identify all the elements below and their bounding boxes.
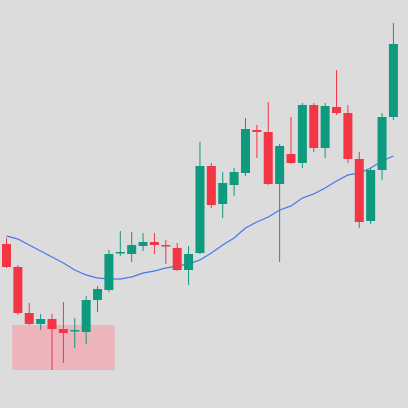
candle: [115, 231, 125, 256]
candle-body-up: [320, 106, 330, 148]
candle: [58, 302, 68, 363]
candle-body-up: [195, 166, 205, 253]
candle: [309, 103, 319, 152]
candle: [70, 318, 80, 348]
candle: [195, 142, 205, 254]
candle: [81, 296, 91, 344]
candle-body-down: [58, 329, 68, 333]
candle: [104, 250, 114, 292]
candle-body-down: [343, 113, 353, 159]
candle: [354, 152, 364, 228]
candle-body-up: [377, 117, 387, 170]
candle-body-down: [286, 154, 296, 163]
candle: [161, 240, 171, 264]
candle: [47, 314, 57, 370]
candle-body-down: [24, 313, 34, 324]
candle: [388, 23, 398, 120]
candle-body-up: [297, 105, 307, 163]
moving-average-layer: [6, 155, 394, 280]
candle-body-up: [36, 319, 46, 324]
candle-body-down: [252, 130, 262, 132]
candle-body-up: [366, 170, 376, 221]
candle-body-up: [240, 129, 250, 173]
candle-body-down: [354, 159, 364, 222]
candle: [240, 118, 250, 176]
candle: [93, 286, 103, 312]
candle-body-up: [104, 254, 114, 290]
candle: [252, 125, 262, 158]
candle: [366, 168, 376, 224]
candle-body-down: [13, 267, 23, 313]
candle: [320, 103, 330, 158]
candle-body-up: [218, 183, 228, 204]
candle-body-up: [127, 245, 137, 254]
candle-body-up: [115, 252, 125, 254]
moving-average-line: [6, 155, 394, 280]
candle: [343, 105, 353, 163]
candle: [184, 246, 194, 285]
candle: [206, 163, 216, 208]
candle-body-down: [161, 245, 171, 247]
candle-body-down: [309, 105, 319, 148]
candle: [297, 103, 307, 168]
candle: [377, 113, 387, 180]
candle: [229, 168, 239, 196]
candle: [263, 102, 273, 185]
candle-body-up: [70, 330, 80, 332]
candle-body-up: [81, 300, 91, 332]
candle-body-up: [275, 146, 285, 184]
candle: [13, 265, 23, 315]
candle-body-down: [2, 244, 11, 267]
candle-body-up: [138, 242, 148, 246]
candle-body-down: [47, 319, 57, 329]
candle: [275, 144, 285, 262]
candle: [138, 233, 148, 251]
candle: [127, 232, 137, 262]
candle: [286, 117, 296, 164]
candle-body-up: [184, 254, 194, 270]
candle-body-up: [388, 44, 398, 117]
candle: [332, 70, 342, 115]
candle: [24, 303, 34, 325]
candle-body-down: [149, 242, 159, 245]
candle-body-down: [332, 107, 342, 113]
candle: [36, 314, 46, 330]
candle: [218, 172, 228, 218]
candle-body-down: [263, 132, 273, 184]
candle: [149, 233, 159, 254]
candle: [2, 238, 11, 268]
candle: [172, 243, 182, 271]
candle-body-down: [172, 248, 182, 270]
candle-body-up: [229, 172, 239, 185]
candles-layer: [2, 23, 398, 370]
candle-body-up: [93, 289, 103, 300]
candle-body-down: [206, 166, 216, 205]
